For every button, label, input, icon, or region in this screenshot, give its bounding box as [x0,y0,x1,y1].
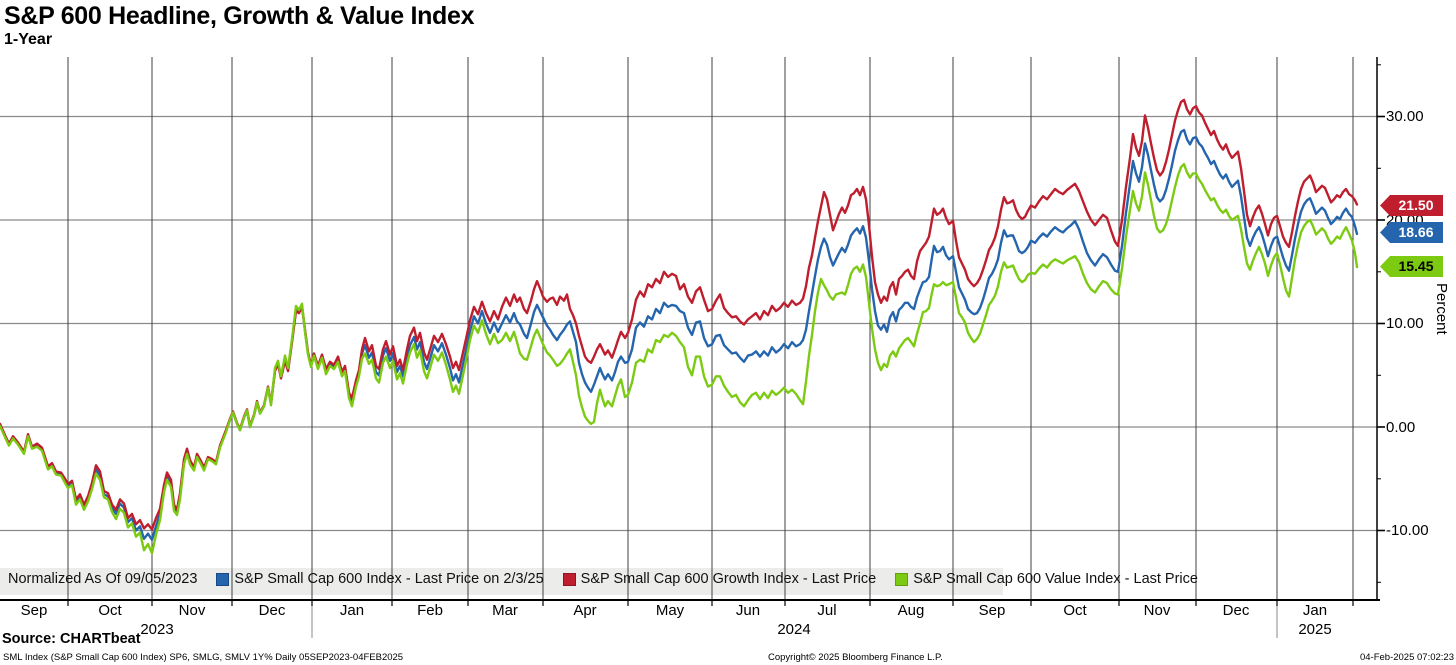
month-label: Aug [897,602,925,619]
headline-index-line [0,128,1359,541]
legend-item-label: S&P Small Cap 600 Growth Index - Last Pr… [580,571,877,587]
legend-item-growth[interactable]: S&P Small Cap 600 Growth Index - Last Pr… [562,571,877,587]
month-label: May [655,602,685,619]
legend-item-label: S&P Small Cap 600 Index - Last Price on … [234,571,544,587]
y-axis-tick-label: -10.00 [1386,522,1429,539]
month-label: Sep [978,602,1006,619]
legend-item-value[interactable]: S&P Small Cap 600 Value Index - Last Pri… [895,571,1198,587]
month-label: Jan [339,602,365,619]
legend-normalized-label: Normalized As Of 09/05/2023 [8,571,198,587]
legend-item-label: S&P Small Cap 600 Value Index - Last Pri… [913,571,1198,587]
month-label: Apr [573,602,597,619]
month-label: Jul [817,602,837,619]
year-label: 2023 [140,621,174,638]
month-label: Sep [20,602,48,619]
month-label: Feb [417,602,443,619]
source-label: Source: CHARTbeat [2,631,141,647]
last-price-badge-headline: 18.66 [1380,222,1443,243]
month-label: Jun [735,602,761,619]
last-price-badge-growth: 21.50 [1380,195,1443,216]
ticker-descriptor: SML Index (S&P Small Cap 600 Index) SP6,… [3,652,404,663]
year-label: 2024 [777,621,811,638]
page-title: S&P 600 Headline, Growth & Value Index [4,2,475,30]
month-label: Jan [1302,602,1328,619]
legend-item-headline[interactable]: S&P Small Cap 600 Index - Last Price on … [216,571,544,587]
red-square-icon [562,572,576,586]
month-label: Mar [492,602,518,619]
month-label: Nov [178,602,206,619]
timestamp: 04-Feb-2025 07:02:23 [1359,652,1454,663]
growth-index-line [0,98,1359,531]
y-axis-tick-label: 0.00 [1386,419,1416,436]
series-lines [0,98,1359,555]
month-label: Oct [98,602,122,619]
copyright-notice: Copyright© 2025 Bloomberg Finance L.P. [768,652,943,663]
month-label: Dec [1222,602,1250,619]
legend-bar: Normalized As Of 09/05/2023 S&P Small Ca… [8,571,1198,587]
axes [0,57,1385,606]
month-label: Oct [1063,602,1087,619]
month-label: Dec [258,602,286,619]
chart-subtitle: 1-Year [4,31,53,48]
value-index-line [0,162,1359,555]
month-label: Nov [1143,602,1171,619]
y-axis-tick-label: 10.00 [1386,315,1424,332]
y-axis-tick-label: 30.00 [1386,108,1424,125]
y-axis-title: Percent [1433,283,1450,335]
legend-strip-bg [0,568,1003,595]
last-price-badge-value: 15.45 [1380,256,1443,277]
year-label: 2025 [1298,621,1332,638]
green-square-icon [895,572,909,586]
blue-square-icon [216,572,230,586]
